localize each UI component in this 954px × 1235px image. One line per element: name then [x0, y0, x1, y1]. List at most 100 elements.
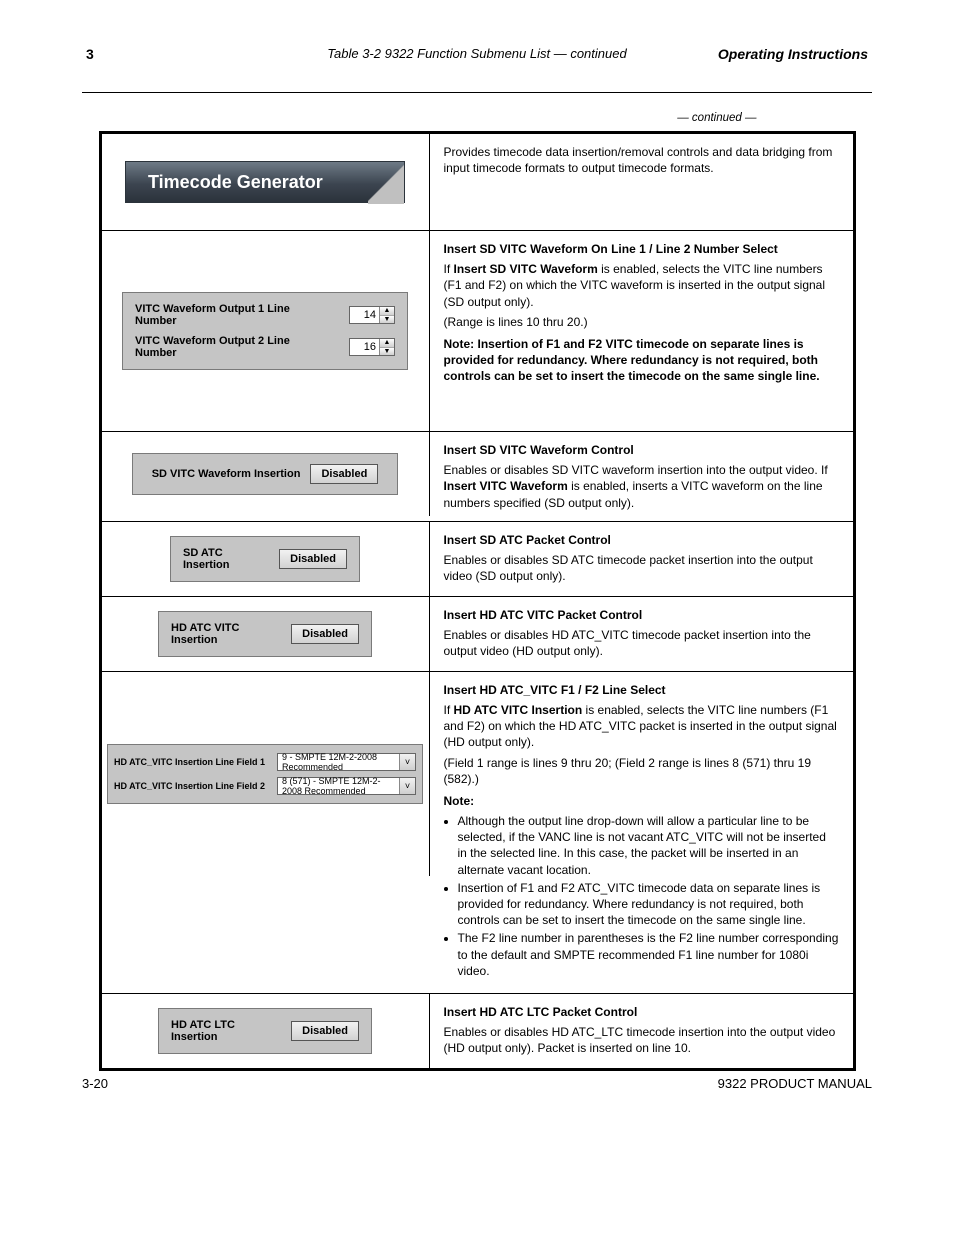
hd-vitc-line-body2: (Field 1 range is lines 9 thru 20; (Fiel…: [444, 755, 839, 787]
panel-hd-vitc-line: HD ATC_VITC Insertion Line Field 1 9 - S…: [107, 744, 423, 804]
running-header: 3 Operating Instructions: [82, 46, 872, 72]
panel-sd-atc: SD ATC Insertion Disabled: [170, 536, 360, 582]
t: Insertion of F1 and F2 VITC timecode on …: [444, 337, 820, 383]
sd-vitc-title: Insert SD VITC Waveform Control: [444, 442, 839, 458]
cell-sd-vitc-right: Insert SD VITC Waveform Control Enables …: [430, 432, 853, 521]
sd-atc-label: SD ATC Insertion: [183, 547, 269, 571]
vitc-out-title: Insert SD VITC Waveform On Line 1 / Line…: [444, 241, 839, 257]
hd-vitc-line-title: Insert HD ATC_VITC F1 / F2 Line Select: [444, 682, 839, 698]
sd-atc-body: Enables or disables SD ATC timecode pack…: [444, 552, 839, 584]
vitc-out-line1-label: VITC Waveform Output 1 Line Number: [135, 303, 333, 327]
cell-sd-vitc-left: SD VITC Waveform Insertion Disabled: [102, 432, 430, 516]
header-right: Operating Instructions: [718, 46, 868, 62]
tab-header-descr: Provides timecode data insertion/removal…: [444, 145, 833, 175]
panel-vitc-out: VITC Waveform Output 1 Line Number 14 ▲▼…: [122, 292, 408, 370]
cell-hd-ltc-right: Insert HD ATC LTC Packet Control Enables…: [430, 994, 853, 1068]
cell-sd-atc-left: SD ATC Insertion Disabled: [102, 522, 430, 596]
hd-vitc-line-notes: Note: Although the output line drop-down…: [444, 793, 839, 979]
vitc-out-line1-value: 14: [350, 307, 380, 323]
hd-ltc-label: HD ATC LTC Insertion: [171, 1019, 281, 1043]
page: 3 Operating Instructions Table 3-2 9322 …: [0, 0, 954, 1131]
vitc-out-line2-spinner[interactable]: 16 ▲▼: [349, 338, 395, 356]
spin-down-icon[interactable]: ▼: [380, 316, 394, 324]
hd-vitc-line-note-b: Insertion of F1 and F2 ATC_VITC timecode…: [458, 880, 839, 929]
footer-left: 3-20: [82, 1076, 108, 1091]
cell-sd-atc-right: Insert SD ATC Packet Control Enables or …: [430, 522, 853, 596]
footer-right: 9322 PRODUCT MANUAL: [718, 1076, 872, 1091]
vitc-out-body1: If Insert SD VITC Waveform is enabled, s…: [444, 261, 839, 310]
row-tab-header: Timecode Generator Provides timecode dat…: [102, 134, 853, 231]
cell-hd-vitc-line-right: Insert HD ATC_VITC F1 / F2 Line Select I…: [430, 672, 853, 993]
vitc-out-note: Note: Insertion of F1 and F2 VITC timeco…: [444, 336, 839, 385]
t: HD ATC VITC Insertion: [454, 703, 583, 717]
hd-vitc-line1-label: HD ATC_VITC Insertion Line Field 1: [114, 757, 265, 767]
vitc-out-line1-spinner[interactable]: 14 ▲▼: [349, 306, 395, 324]
t: Note:: [444, 794, 475, 808]
sd-vitc-label: SD VITC Waveform Insertion: [152, 468, 301, 480]
t: selected: [458, 830, 503, 844]
hd-vitc-body: Enables or disables HD ATC_VITC timecode…: [444, 627, 839, 659]
hd-vitc-toggle-button[interactable]: Disabled: [291, 624, 359, 644]
panel-sd-vitc: SD VITC Waveform Insertion Disabled: [132, 453, 398, 495]
sd-vitc-toggle-button[interactable]: Disabled: [310, 464, 378, 484]
row-sd-atc: SD ATC Insertion Disabled Insert SD ATC …: [102, 522, 853, 597]
hd-vitc-label: HD ATC VITC Insertion: [171, 622, 281, 646]
function-table: — continued — Timecode Generator Provide…: [99, 131, 856, 1071]
chevron-down-icon: ˅: [399, 778, 415, 794]
sd-atc-toggle-button[interactable]: Disabled: [279, 549, 347, 569]
cell-hd-vitc-left: HD ATC VITC Insertion Disabled: [102, 597, 430, 671]
hd-vitc-line1: HD ATC_VITC Insertion Line Field 1 9 - S…: [114, 753, 416, 771]
t: Enables or disables SD VITC waveform ins…: [444, 463, 828, 477]
t: If: [444, 262, 454, 276]
row-sd-vitc: SD VITC Waveform Insertion Disabled Inse…: [102, 432, 853, 522]
hd-vitc-line1-select[interactable]: 9 - SMPTE 12M-2-2008 Recommended ˅: [277, 753, 416, 771]
sd-vitc-body: Enables or disables SD VITC waveform ins…: [444, 462, 839, 511]
sheet-continued-note: — continued —: [677, 112, 756, 124]
vitc-out-line2-value: 16: [350, 339, 380, 355]
vitc-out-body2: (Range is lines 10 thru 20.): [444, 314, 839, 330]
t: Note:: [444, 337, 475, 351]
cell-vitc-out-right: Insert SD VITC Waveform On Line 1 / Line…: [430, 231, 853, 431]
hd-vitc-line2: HD ATC_VITC Insertion Line Field 2 8 (57…: [114, 777, 416, 795]
panel-hd-vitc: HD ATC VITC Insertion Disabled: [158, 611, 372, 657]
cell-tab-right: Provides timecode data insertion/removal…: [430, 134, 853, 230]
t: Insert SD VITC Waveform: [454, 262, 598, 276]
hd-vitc-line1-value: 9 - SMPTE 12M-2-2008 Recommended: [282, 752, 397, 772]
t: If: [444, 703, 454, 717]
row-vitc-out: VITC Waveform Output 1 Line Number 14 ▲▼…: [102, 231, 853, 432]
panel-hd-ltc: HD ATC LTC Insertion Disabled: [158, 1008, 372, 1054]
hd-vitc-title: Insert HD ATC VITC Packet Control: [444, 607, 839, 623]
hd-vitc-line2-select[interactable]: 8 (571) - SMPTE 12M-2-2008 Recommended ˅: [277, 777, 416, 795]
chevron-down-icon: ˅: [399, 754, 415, 770]
hd-vitc-line2-label: HD ATC_VITC Insertion Line Field 2: [114, 781, 265, 791]
hd-vitc-line-body1: If HD ATC VITC Insertion is enabled, sel…: [444, 702, 839, 751]
hd-ltc-toggle-button[interactable]: Disabled: [291, 1021, 359, 1041]
spin-up-icon[interactable]: ▲: [380, 339, 394, 348]
t: , if the VANC line is not vacant ATC_VIT…: [458, 830, 826, 876]
cell-vitc-out-left: VITC Waveform Output 1 Line Number 14 ▲▼…: [102, 231, 430, 431]
hd-vitc-line-note-a: Although the output line drop-down will …: [458, 813, 839, 878]
cell-hd-vitc-right: Insert HD ATC VITC Packet Control Enable…: [430, 597, 853, 671]
tab-notch: [368, 162, 404, 204]
cell-tab-left: Timecode Generator: [102, 134, 430, 230]
cell-hd-vitc-line-left: HD ATC_VITC Insertion Line Field 1 9 - S…: [102, 672, 430, 876]
timecode-generator-tab-label: Timecode Generator: [148, 172, 323, 193]
vitc-out-line2: VITC Waveform Output 2 Line Number 16 ▲▼: [135, 335, 395, 359]
hd-vitc-line-note-c: The F2 line number in parentheses is the…: [458, 930, 839, 979]
t: Although the output line drop-down will …: [458, 814, 810, 828]
row-hd-ltc: HD ATC LTC Insertion Disabled Insert HD …: [102, 994, 853, 1068]
row-hd-vitc-line: HD ATC_VITC Insertion Line Field 1 9 - S…: [102, 672, 853, 994]
timecode-generator-tab[interactable]: Timecode Generator: [125, 161, 405, 203]
t: Insert VITC Waveform: [444, 479, 568, 493]
hd-vitc-line2-value: 8 (571) - SMPTE 12M-2-2008 Recommended: [282, 776, 397, 796]
sd-atc-title: Insert SD ATC Packet Control: [444, 532, 839, 548]
cell-hd-ltc-left: HD ATC LTC Insertion Disabled: [102, 994, 430, 1068]
header-rule: [82, 92, 872, 93]
spin-up-icon[interactable]: ▲: [380, 307, 394, 316]
hd-ltc-title: Insert HD ATC LTC Packet Control: [444, 1004, 839, 1020]
vitc-out-line2-label: VITC Waveform Output 2 Line Number: [135, 335, 333, 359]
hd-ltc-body: Enables or disables HD ATC_LTC timecode …: [444, 1024, 839, 1056]
header-left: 3: [86, 46, 94, 62]
row-hd-vitc: HD ATC VITC Insertion Disabled Insert HD…: [102, 597, 853, 672]
spin-down-icon[interactable]: ▼: [380, 348, 394, 356]
